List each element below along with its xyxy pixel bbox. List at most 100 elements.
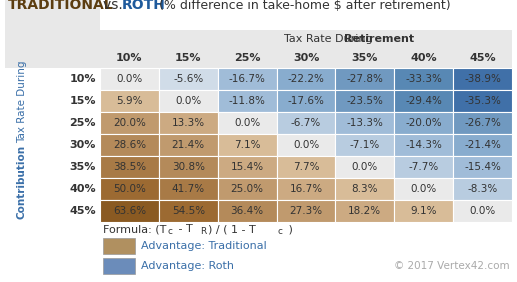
Text: 7.7%: 7.7%: [293, 162, 320, 172]
Bar: [218, 90, 277, 112]
Text: -26.7%: -26.7%: [464, 118, 501, 128]
Bar: [394, 156, 453, 178]
Bar: [453, 156, 512, 178]
Bar: [336, 200, 394, 222]
Text: 10%: 10%: [69, 74, 96, 84]
Text: 0.0%: 0.0%: [410, 184, 437, 194]
Text: 5.9%: 5.9%: [116, 96, 143, 106]
Bar: [394, 90, 453, 112]
Bar: [453, 134, 512, 156]
Bar: [394, 178, 453, 200]
Bar: [277, 178, 336, 200]
Bar: [453, 112, 512, 134]
Bar: [100, 68, 159, 90]
Bar: [103, 238, 135, 254]
Bar: [394, 68, 453, 90]
Bar: [159, 178, 218, 200]
Text: vs.: vs.: [103, 0, 127, 12]
Text: Retirement: Retirement: [344, 34, 414, 44]
Text: -7.1%: -7.1%: [349, 140, 380, 150]
Text: © 2017 Vertex42.com: © 2017 Vertex42.com: [394, 261, 510, 271]
Text: 8.3%: 8.3%: [352, 184, 378, 194]
Text: 30%: 30%: [293, 53, 319, 63]
Text: 30%: 30%: [70, 140, 96, 150]
Text: 28.6%: 28.6%: [113, 140, 146, 150]
Bar: [336, 156, 394, 178]
Text: 36.4%: 36.4%: [231, 206, 264, 216]
Bar: [218, 68, 277, 90]
Text: 45%: 45%: [469, 53, 496, 63]
Text: 0.0%: 0.0%: [469, 206, 496, 216]
Text: 35%: 35%: [352, 53, 378, 63]
Bar: [277, 200, 336, 222]
Bar: [159, 112, 218, 134]
Text: -7.7%: -7.7%: [408, 162, 439, 172]
Bar: [277, 90, 336, 112]
Bar: [394, 112, 453, 134]
Bar: [453, 200, 512, 222]
Text: TRADITIONAL: TRADITIONAL: [8, 0, 114, 12]
Bar: [218, 112, 277, 134]
Bar: [453, 68, 512, 90]
Text: Formula: (T: Formula: (T: [103, 224, 166, 234]
Text: 15.4%: 15.4%: [231, 162, 264, 172]
Text: 15%: 15%: [69, 96, 96, 106]
Text: Contribution: Contribution: [17, 145, 27, 219]
Bar: [277, 156, 336, 178]
Bar: [159, 156, 218, 178]
Text: -27.8%: -27.8%: [346, 74, 383, 84]
Text: -16.7%: -16.7%: [229, 74, 266, 84]
Text: Tax Rate During: Tax Rate During: [17, 61, 27, 143]
Text: 0.0%: 0.0%: [352, 162, 378, 172]
Text: 16.7%: 16.7%: [290, 184, 323, 194]
Text: c: c: [168, 228, 173, 237]
Text: 0.0%: 0.0%: [293, 140, 319, 150]
Bar: [453, 178, 512, 200]
Text: (% difference in take-home $ after retirement): (% difference in take-home $ after retir…: [155, 0, 451, 12]
Text: -21.4%: -21.4%: [464, 140, 501, 150]
Bar: [336, 90, 394, 112]
Text: -6.7%: -6.7%: [291, 118, 321, 128]
Bar: [100, 200, 159, 222]
Text: -17.6%: -17.6%: [287, 96, 325, 106]
Text: 7.1%: 7.1%: [234, 140, 261, 150]
Text: -5.6%: -5.6%: [173, 74, 203, 84]
Bar: [218, 156, 277, 178]
Bar: [336, 112, 394, 134]
Text: 40%: 40%: [69, 184, 96, 194]
Text: 30.8%: 30.8%: [172, 162, 205, 172]
Bar: [336, 178, 394, 200]
Text: -14.3%: -14.3%: [405, 140, 442, 150]
Bar: [100, 134, 159, 156]
Text: Tax Rate During: Tax Rate During: [284, 34, 376, 44]
Bar: [159, 68, 218, 90]
Bar: [5, 0, 100, 68]
Text: Advantage: Roth: Advantage: Roth: [141, 261, 234, 271]
Text: -13.3%: -13.3%: [346, 118, 383, 128]
Text: ) / ( 1 - T: ) / ( 1 - T: [208, 224, 256, 234]
Text: -15.4%: -15.4%: [464, 162, 501, 172]
Bar: [218, 200, 277, 222]
Text: 38.5%: 38.5%: [113, 162, 146, 172]
Bar: [103, 258, 135, 274]
Text: -38.9%: -38.9%: [464, 74, 501, 84]
Bar: [277, 134, 336, 156]
Text: -20.0%: -20.0%: [405, 118, 442, 128]
Text: -23.5%: -23.5%: [346, 96, 383, 106]
Text: -35.3%: -35.3%: [464, 96, 501, 106]
Text: 25%: 25%: [69, 118, 96, 128]
Bar: [336, 134, 394, 156]
Bar: [159, 134, 218, 156]
Bar: [159, 90, 218, 112]
Bar: [100, 112, 159, 134]
Text: 18.2%: 18.2%: [348, 206, 382, 216]
Bar: [100, 156, 159, 178]
Bar: [218, 178, 277, 200]
Text: 20.0%: 20.0%: [113, 118, 146, 128]
Text: 54.5%: 54.5%: [172, 206, 205, 216]
Text: 10%: 10%: [116, 53, 143, 63]
Text: ): ): [285, 224, 293, 234]
Text: R: R: [200, 228, 206, 237]
Text: 21.4%: 21.4%: [172, 140, 205, 150]
Bar: [100, 30, 512, 68]
